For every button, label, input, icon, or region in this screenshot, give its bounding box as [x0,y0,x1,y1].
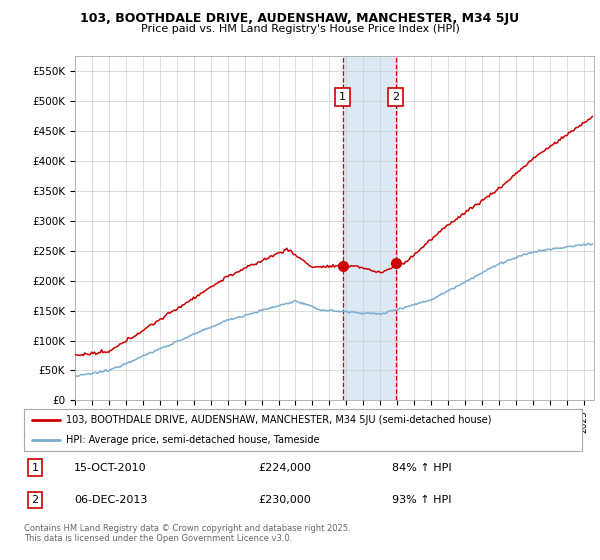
Text: 103, BOOTHDALE DRIVE, AUDENSHAW, MANCHESTER, M34 5JU: 103, BOOTHDALE DRIVE, AUDENSHAW, MANCHES… [80,12,520,25]
Text: 2: 2 [32,495,39,505]
Text: 15-OCT-2010: 15-OCT-2010 [74,463,147,473]
Text: 1: 1 [32,463,38,473]
Text: 103, BOOTHDALE DRIVE, AUDENSHAW, MANCHESTER, M34 5JU (semi-detached house): 103, BOOTHDALE DRIVE, AUDENSHAW, MANCHES… [66,415,491,425]
Text: 84% ↑ HPI: 84% ↑ HPI [392,463,452,473]
Text: Price paid vs. HM Land Registry's House Price Index (HPI): Price paid vs. HM Land Registry's House … [140,24,460,34]
Text: HPI: Average price, semi-detached house, Tameside: HPI: Average price, semi-detached house,… [66,435,319,445]
Text: Contains HM Land Registry data © Crown copyright and database right 2025.
This d: Contains HM Land Registry data © Crown c… [24,524,350,543]
Text: 1: 1 [340,92,346,102]
Text: 2: 2 [392,92,400,102]
Text: 93% ↑ HPI: 93% ↑ HPI [392,495,452,505]
Text: £224,000: £224,000 [259,463,311,473]
Text: 06-DEC-2013: 06-DEC-2013 [74,495,148,505]
Text: £230,000: £230,000 [259,495,311,505]
Bar [343,56,396,400]
